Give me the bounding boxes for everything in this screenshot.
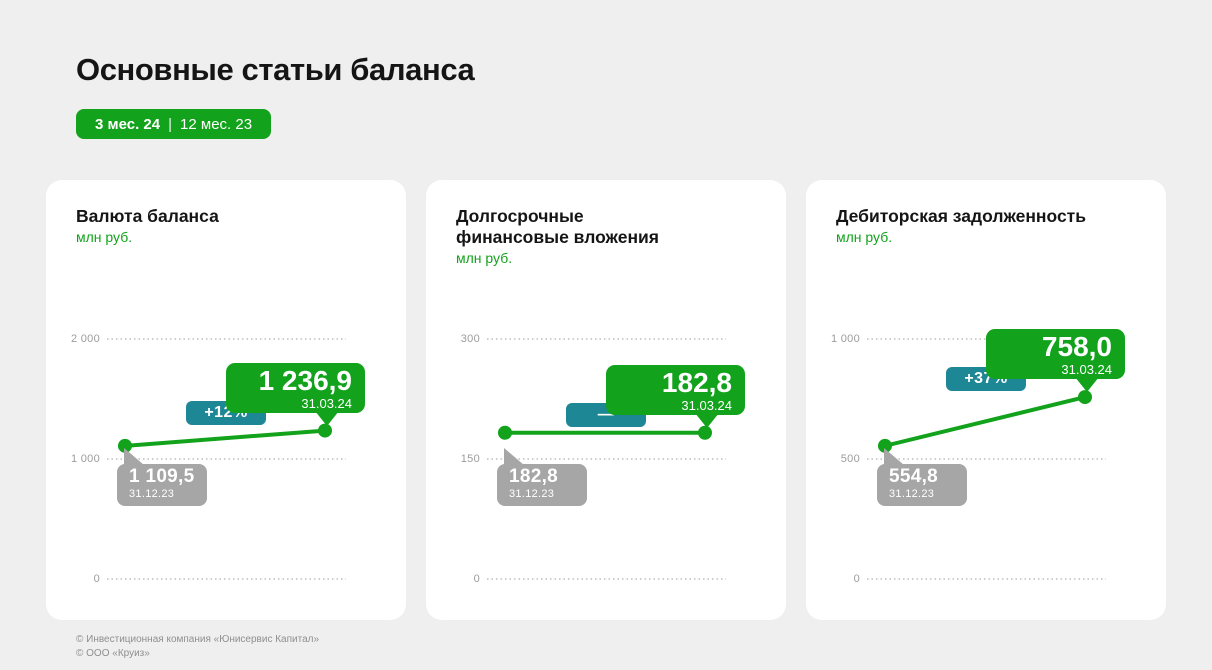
page-title: Основные статьи баланса	[76, 52, 475, 87]
card-header: Дебиторская задолженность млн руб.	[836, 206, 1142, 245]
period-previous-label[interactable]: 12 мес. 23	[180, 115, 253, 133]
current-date: 31.03.24	[681, 397, 732, 413]
data-point-end	[318, 423, 332, 438]
grid-row: 0	[828, 572, 1106, 586]
y-axis-tick-label: 1 000	[70, 453, 100, 465]
card-title-line: финансовые вложения	[456, 227, 659, 247]
grid-row: 1 000	[68, 452, 346, 466]
card-unit-label: млн руб.	[836, 229, 893, 245]
chart-card: Долгосрочные финансовые вложения млн руб.…	[426, 180, 786, 620]
previous-value-bubble: 1 109,5 31.12.23	[117, 448, 207, 506]
grid-row: 0	[68, 572, 346, 586]
current-value-bubble: 758,0 31.03.24	[986, 329, 1125, 393]
chart-plot: 1 000 500 0 +37% 758,0 31.03.24 554,8 31.1…	[806, 180, 1166, 620]
y-axis-tick-label: 1 000	[830, 333, 860, 345]
previous-date: 31.12.23	[509, 488, 555, 500]
current-date: 31.03.24	[301, 395, 352, 411]
gridline	[487, 578, 726, 580]
gridline	[867, 458, 1106, 460]
chart-plot: 300 150 0 — 182,8 31.03.24 182,8 31.12.23	[426, 180, 786, 620]
current-value: 182,8	[661, 366, 732, 398]
trend-line	[883, 395, 1087, 448]
previous-value: 182,8	[509, 466, 559, 487]
chart-cards-row: Валюта баланса млн руб. 2 000 1 000 0 +12%…	[46, 180, 1166, 620]
previous-value: 554,8	[889, 466, 939, 487]
card-unit-label: млн руб.	[456, 250, 513, 266]
card-unit-label: млн руб.	[76, 229, 133, 245]
current-value-bubble: 182,8 31.03.24	[606, 364, 745, 428]
footer-line-company: © Инвестиционная компания «Юнисервис Кап…	[76, 634, 320, 645]
chart-card: Дебиторская задолженность млн руб. 1 000…	[806, 180, 1166, 620]
card-title-line: Долгосрочные	[456, 206, 584, 226]
grid-row: 500	[828, 452, 1106, 466]
y-axis-tick-label: 300	[460, 333, 480, 345]
gridline	[107, 338, 346, 340]
current-value: 1 236,9	[258, 364, 352, 396]
chart-plot: 2 000 1 000 0 +12% 1 236,9 31.03.24 1 109,…	[46, 180, 406, 620]
card-title-line: Валюта баланса	[76, 206, 219, 226]
grid-row: 0	[448, 572, 726, 586]
data-point-end	[698, 425, 712, 440]
previous-value: 1 109,5	[129, 466, 195, 487]
y-axis-tick-label: 500	[840, 453, 860, 465]
footer-copyright: © Инвестиционная компания «Юнисервис Кап…	[76, 633, 319, 661]
grid-row: 2 000	[68, 332, 346, 346]
previous-date: 31.12.23	[889, 488, 935, 500]
y-axis-tick-label: 0	[93, 573, 100, 585]
y-axis-tick-label: 0	[473, 573, 480, 585]
data-point-end	[1078, 390, 1092, 405]
card-header: Валюта баланса млн руб.	[76, 206, 382, 245]
y-axis-tick-label: 150	[460, 453, 480, 465]
previous-value-bubble: 554,8 31.12.23	[877, 448, 967, 506]
grid-row: 300	[448, 332, 726, 346]
gridline	[867, 578, 1106, 580]
current-value-bubble: 1 236,9 31.03.24	[226, 362, 365, 426]
y-axis-tick-label: 0	[853, 573, 860, 585]
trend-line	[123, 428, 327, 448]
card-title: Валюта баланса	[76, 206, 382, 227]
period-selector-badge[interactable]: 3 мес. 24 | 12 мес. 23	[76, 109, 272, 139]
footer-line-issuer: © ООО «Круиз»	[76, 648, 150, 659]
gridline	[487, 458, 726, 460]
gridline	[107, 458, 346, 460]
y-axis-tick-label: 2 000	[70, 333, 100, 345]
period-separator: |	[168, 115, 173, 133]
card-header: Долгосрочные финансовые вложения млн руб.	[456, 206, 762, 266]
chart-card: Валюта баланса млн руб. 2 000 1 000 0 +12%…	[46, 180, 406, 620]
current-date: 31.03.24	[1061, 362, 1112, 378]
trend-chart	[878, 390, 1092, 453]
card-title-line: Дебиторская задолженность	[836, 206, 1087, 226]
current-value: 758,0	[1041, 331, 1112, 363]
card-title: Долгосрочные финансовые вложения	[456, 206, 762, 248]
gridline	[487, 338, 726, 340]
card-title: Дебиторская задолженность	[836, 206, 1142, 227]
data-point-start	[498, 425, 512, 440]
period-current-label[interactable]: 3 мес. 24	[95, 115, 161, 133]
previous-value-bubble: 182,8 31.12.23	[497, 448, 587, 506]
grid-row: 150	[448, 452, 726, 466]
gridline	[107, 578, 346, 580]
previous-date: 31.12.23	[129, 488, 175, 500]
